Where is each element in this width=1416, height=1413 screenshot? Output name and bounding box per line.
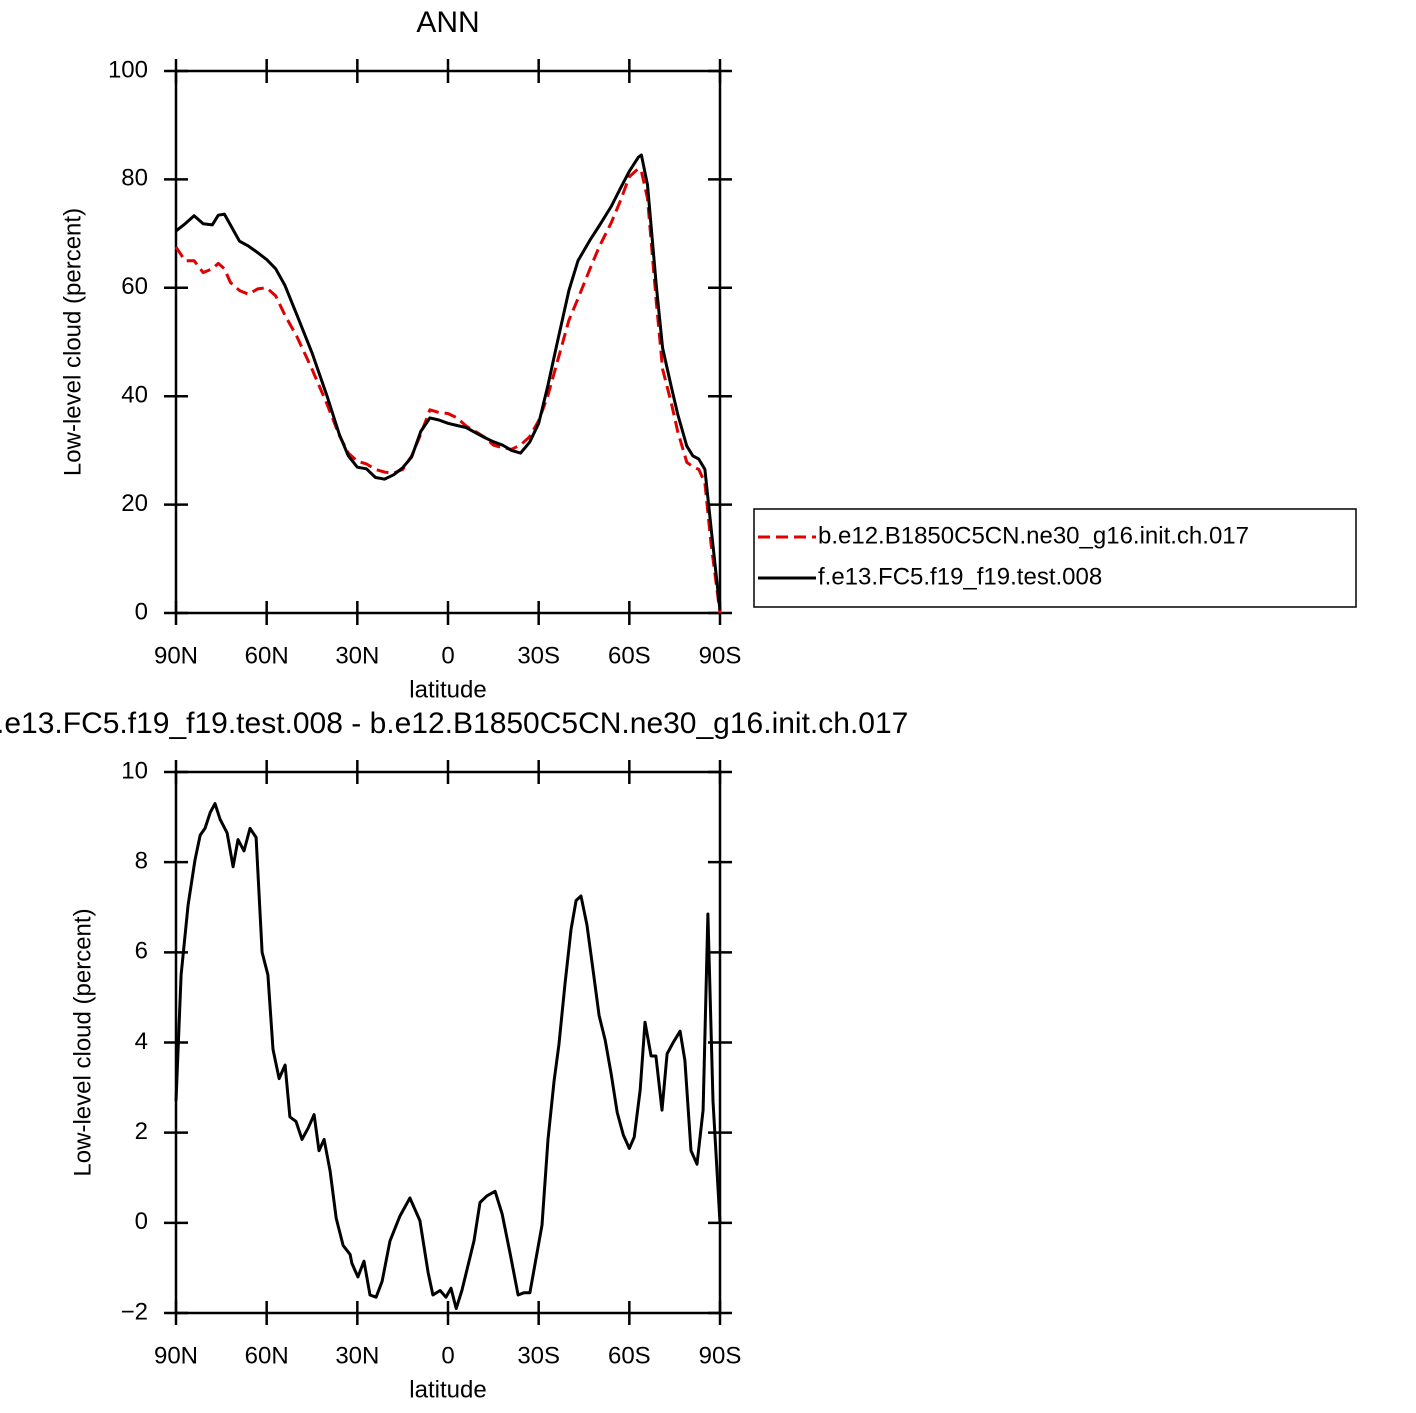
x-tick-label: 30N <box>335 1342 379 1369</box>
y-tick-label: 0 <box>135 598 148 625</box>
y-tick-label: 20 <box>121 490 148 517</box>
y-tick-label: 60 <box>121 273 148 300</box>
x-axis-label: latitude <box>409 676 486 703</box>
legend-label: b.e12.B1850C5CN.ne30_g16.init.ch.017 <box>818 522 1249 549</box>
y-tick-label: −2 <box>121 1298 148 1325</box>
x-tick-label: 30S <box>517 642 560 669</box>
x-axis-label: latitude <box>409 1376 486 1403</box>
x-tick-label: 0 <box>441 642 454 669</box>
y-tick-label: 10 <box>121 757 148 784</box>
y-axis-label: Low-level cloud (percent) <box>69 908 96 1176</box>
x-tick-label: 90S <box>699 642 742 669</box>
y-tick-label: 0 <box>135 1208 148 1235</box>
y-tick-label: 8 <box>135 848 148 875</box>
y-tick-label: 40 <box>121 382 148 409</box>
plot-frame <box>174 770 722 1315</box>
y-tick-label: 4 <box>135 1028 148 1055</box>
x-tick-label: 60N <box>245 1342 289 1369</box>
chart-title: ANN <box>416 6 479 39</box>
x-tick-label: 90N <box>154 642 198 669</box>
y-axis-label: Low-level cloud (percent) <box>59 208 86 476</box>
data-line <box>175 153 722 611</box>
x-tick-label: 30N <box>335 642 379 669</box>
data-line <box>174 802 722 1310</box>
chart-title: f.e13.FC5.f19_f19.test.008 - b.e12.B1850… <box>0 707 908 740</box>
x-tick-label: 60S <box>608 1342 651 1369</box>
y-tick-label: 80 <box>121 165 148 192</box>
plot-frame <box>174 69 722 615</box>
x-tick-label: 30S <box>517 1342 560 1369</box>
x-tick-label: 90N <box>154 1342 198 1369</box>
x-tick-label: 0 <box>441 1342 454 1369</box>
data-line <box>174 167 722 614</box>
y-tick-label: 2 <box>135 1118 148 1145</box>
x-tick-label: 60N <box>245 642 289 669</box>
x-tick-label: 60S <box>608 642 651 669</box>
legend-box <box>753 508 1357 608</box>
y-tick-label: 100 <box>108 56 148 83</box>
legend-label: f.e13.FC5.f19_f19.test.008 <box>818 563 1102 590</box>
x-tick-label: 90S <box>699 1342 742 1369</box>
y-tick-label: 6 <box>135 938 148 965</box>
